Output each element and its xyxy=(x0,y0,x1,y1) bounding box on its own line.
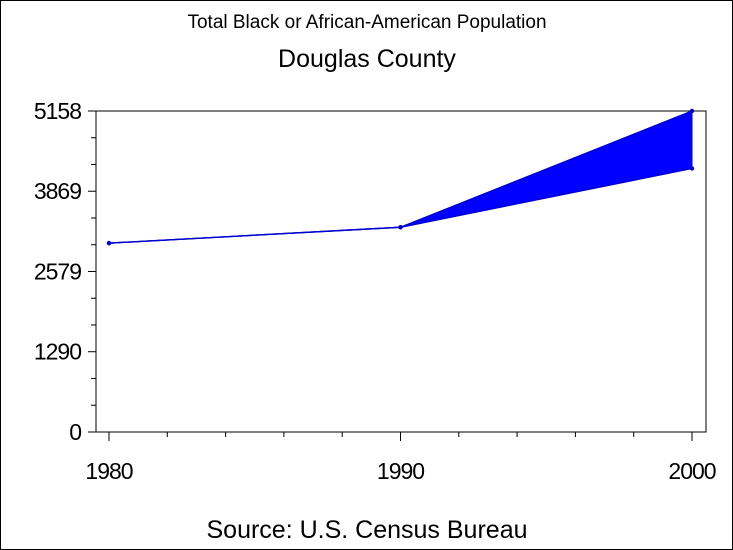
range-band xyxy=(108,110,693,244)
y-tick-label: 0 xyxy=(69,419,81,445)
y-tick-label: 5158 xyxy=(34,98,81,124)
data-point xyxy=(106,240,112,246)
data-marks xyxy=(106,108,695,246)
chart-subtitle: Douglas County xyxy=(278,45,456,73)
source-note: Source: U.S. Census Bureau xyxy=(207,516,528,544)
data-point xyxy=(689,166,695,171)
x-tick-label: 1980 xyxy=(85,458,132,484)
data-point xyxy=(689,108,695,114)
y-tick-label: 1290 xyxy=(34,339,81,365)
y-tick-label: 2579 xyxy=(34,259,81,285)
x-axis: 1980 1990 2000 xyxy=(85,432,717,484)
y-axis: 0 1290 2579 3869 5158 xyxy=(34,98,96,445)
chart-title: Total Black or African-American Populati… xyxy=(187,12,546,33)
data-point xyxy=(398,225,403,230)
x-tick-label: 1990 xyxy=(377,458,424,484)
y-tick-label: 3869 xyxy=(34,178,81,204)
x-tick-label: 2000 xyxy=(668,458,715,484)
